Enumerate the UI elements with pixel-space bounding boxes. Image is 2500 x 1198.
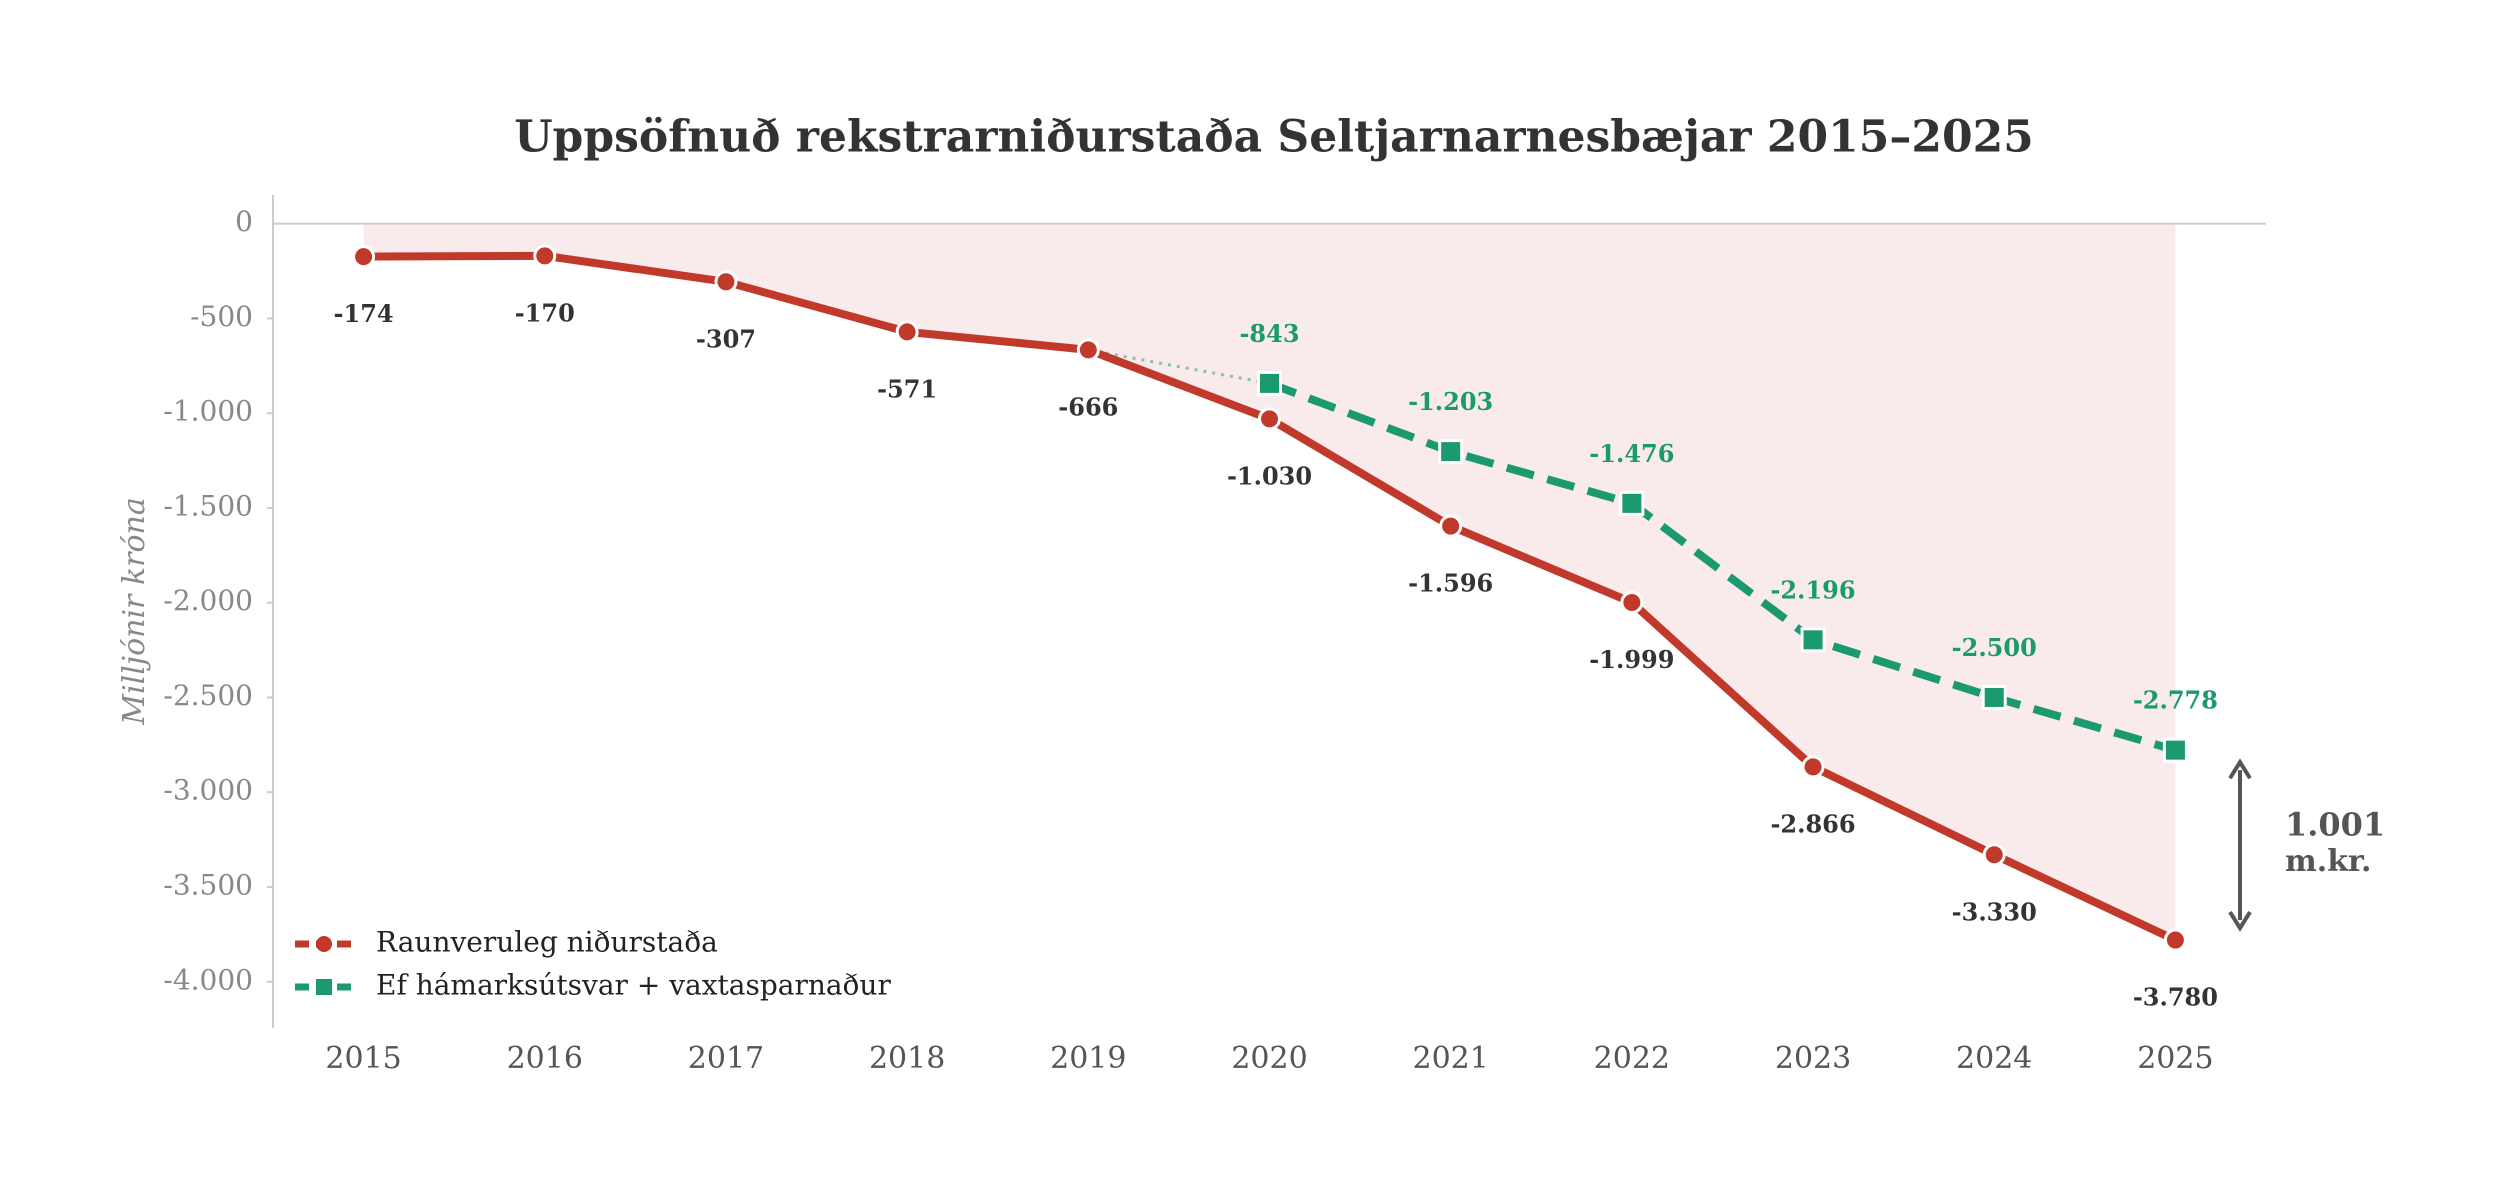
y-tick-label: -3.500 bbox=[163, 868, 253, 901]
y-tick-label: -3.000 bbox=[163, 774, 253, 807]
y-tick-label: 0 bbox=[235, 205, 253, 238]
data-label: -307 bbox=[696, 324, 756, 353]
point bbox=[352, 245, 376, 269]
point bbox=[1981, 684, 2007, 710]
y-tick-label: -4.000 bbox=[163, 963, 253, 996]
connector bbox=[1088, 348, 1270, 385]
data-label: -2.500 bbox=[1952, 633, 2037, 662]
legend-label: Raunveruleg niðurstaða bbox=[376, 926, 718, 959]
y-tick-label: -2.500 bbox=[163, 679, 253, 712]
legend-marker bbox=[316, 979, 332, 995]
point bbox=[1619, 490, 1645, 516]
data-label: -1.999 bbox=[1589, 645, 1674, 674]
point bbox=[1800, 627, 1826, 653]
x-tick-label: 2019 bbox=[1050, 1041, 1126, 1076]
annotation: 1.001 bbox=[2285, 806, 2385, 844]
legend-label: Ef hámarksútsvar + vaxtasparnaður bbox=[376, 969, 891, 1002]
point bbox=[533, 244, 557, 268]
data-label: -1.030 bbox=[1227, 461, 1312, 490]
data-label: -1.476 bbox=[1589, 439, 1674, 468]
y-tick-label: -500 bbox=[190, 300, 253, 333]
point bbox=[1076, 338, 1100, 362]
data-label: -2.778 bbox=[2133, 686, 2218, 715]
x-tick-label: 2022 bbox=[1594, 1041, 1670, 1076]
y-tick-label: -1.500 bbox=[163, 489, 253, 522]
y-tick-label: -2.000 bbox=[163, 584, 253, 617]
legend-marker bbox=[316, 936, 332, 952]
x-tick-label: 2017 bbox=[688, 1041, 764, 1076]
chart-title: Uppsöfnuð rekstrarniðurstaða Seltjarnarn… bbox=[514, 112, 2034, 163]
data-label: -170 bbox=[515, 298, 575, 327]
data-label: -843 bbox=[1239, 319, 1299, 348]
point bbox=[714, 270, 738, 294]
x-tick-label: 2021 bbox=[1413, 1041, 1489, 1076]
x-tick-label: 2018 bbox=[869, 1041, 945, 1076]
data-label: -2.866 bbox=[1770, 809, 1855, 838]
x-tick-label: 2015 bbox=[325, 1041, 401, 1076]
point bbox=[2162, 737, 2188, 763]
arrow-head bbox=[2228, 910, 2252, 932]
data-label: -571 bbox=[877, 374, 937, 403]
point bbox=[1801, 755, 1825, 779]
x-tick-label: 2024 bbox=[1956, 1041, 2032, 1076]
x-tick-label: 2023 bbox=[1775, 1041, 1851, 1076]
point bbox=[1620, 590, 1644, 614]
data-label: -174 bbox=[334, 299, 394, 328]
point bbox=[1439, 514, 1463, 538]
point bbox=[2163, 928, 2187, 952]
point bbox=[1257, 370, 1282, 396]
data-label: -2.196 bbox=[1770, 575, 1855, 604]
data-label: -1.596 bbox=[1408, 569, 1493, 598]
point bbox=[1438, 439, 1464, 465]
x-tick-label: 2016 bbox=[507, 1041, 583, 1076]
y-axis-label: Milljónir króna bbox=[117, 497, 152, 725]
data-label: -666 bbox=[1058, 392, 1118, 421]
x-tick-label: 2025 bbox=[2137, 1041, 2213, 1076]
deficit-area bbox=[363, 223, 2176, 941]
arrow-head bbox=[2228, 758, 2252, 780]
point bbox=[1258, 407, 1281, 431]
y-tick-label: -1.000 bbox=[163, 395, 253, 428]
data-label: -3.780 bbox=[2133, 983, 2218, 1012]
x-tick-label: 2020 bbox=[1231, 1041, 1307, 1076]
data-label: -1.203 bbox=[1408, 387, 1493, 416]
annotation: m.kr. bbox=[2285, 844, 2371, 879]
point bbox=[895, 320, 919, 344]
data-label: -3.330 bbox=[1952, 897, 2037, 926]
point bbox=[1982, 843, 2006, 867]
